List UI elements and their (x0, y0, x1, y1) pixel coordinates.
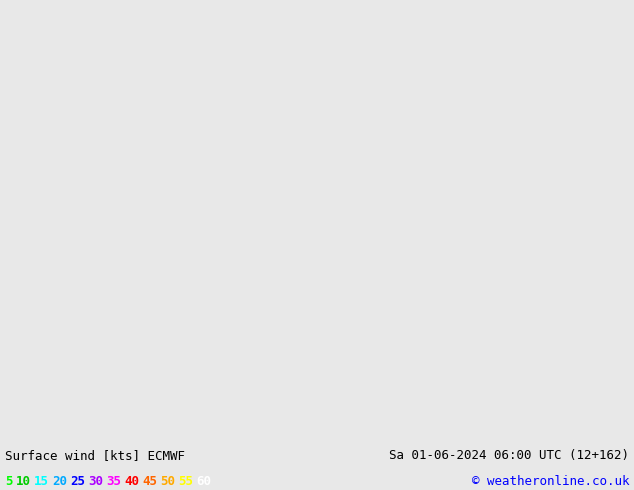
Text: 30: 30 (88, 475, 103, 488)
Text: 55: 55 (178, 475, 193, 488)
Text: 40: 40 (124, 475, 139, 488)
Text: Sa 01-06-2024 06:00 UTC (12+162): Sa 01-06-2024 06:00 UTC (12+162) (389, 449, 629, 463)
Text: 5: 5 (5, 475, 13, 488)
Text: © weatheronline.co.uk: © weatheronline.co.uk (472, 475, 629, 488)
Text: Surface wind [kts] ECMWF: Surface wind [kts] ECMWF (5, 449, 185, 463)
Text: 15: 15 (34, 475, 49, 488)
Text: 20: 20 (52, 475, 67, 488)
Text: 10: 10 (16, 475, 31, 488)
Text: 60: 60 (196, 475, 211, 488)
Text: 50: 50 (160, 475, 175, 488)
Text: 45: 45 (142, 475, 157, 488)
Text: 35: 35 (106, 475, 121, 488)
Text: 25: 25 (70, 475, 85, 488)
